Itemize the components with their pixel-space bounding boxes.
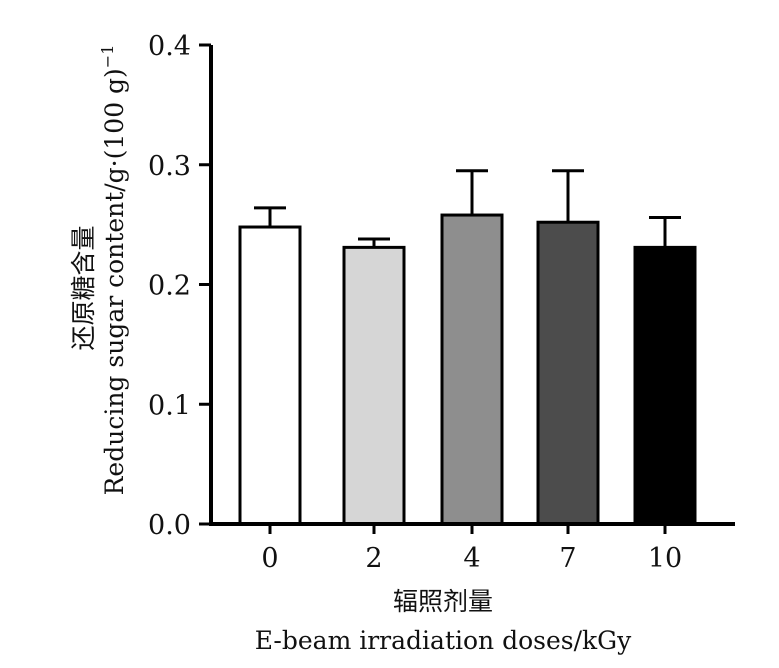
y-axis-label-cn: 还原糖含量 <box>69 225 98 350</box>
y-tick-label-0: 0.0 <box>148 510 191 541</box>
error-bars-layer <box>254 169 681 248</box>
x-tick-label-4: 4 <box>463 543 480 574</box>
x-axis-label-en: E-beam irradiation doses/kGy <box>255 626 632 655</box>
x-tick-label-0: 0 <box>261 543 278 574</box>
y-tick-label-1: 0.1 <box>148 390 191 421</box>
y-tick-label-4: 0.4 <box>148 31 191 62</box>
bar-0 <box>238 225 302 526</box>
bar-4 <box>440 213 504 526</box>
bar-7 <box>536 220 600 526</box>
y-axis-label-en-superscript: −1 <box>98 45 117 69</box>
y-ticks-layer: 0.0 0.1 0.2 0.3 0.4 <box>148 31 211 541</box>
y-tick-label-2: 0.2 <box>148 271 191 302</box>
x-tick-label-10: 10 <box>648 543 682 574</box>
x-tick-label-2: 2 <box>365 543 382 574</box>
x-axis-label-cn: 辐照剂量 <box>393 587 493 616</box>
bars-layer <box>238 213 697 526</box>
y-axis-label-en: Reducing sugar content/g·(100 g)−1 <box>98 45 129 496</box>
y-tick-label-3: 0.3 <box>148 151 191 182</box>
bar-2 <box>342 245 406 526</box>
x-tick-label-7: 7 <box>559 543 576 574</box>
y-axis-label-en-main: Reducing sugar content/g·(100 g) <box>100 68 129 495</box>
x-ticks-layer: 0 2 4 7 10 <box>261 524 682 574</box>
bar-10 <box>633 245 697 526</box>
